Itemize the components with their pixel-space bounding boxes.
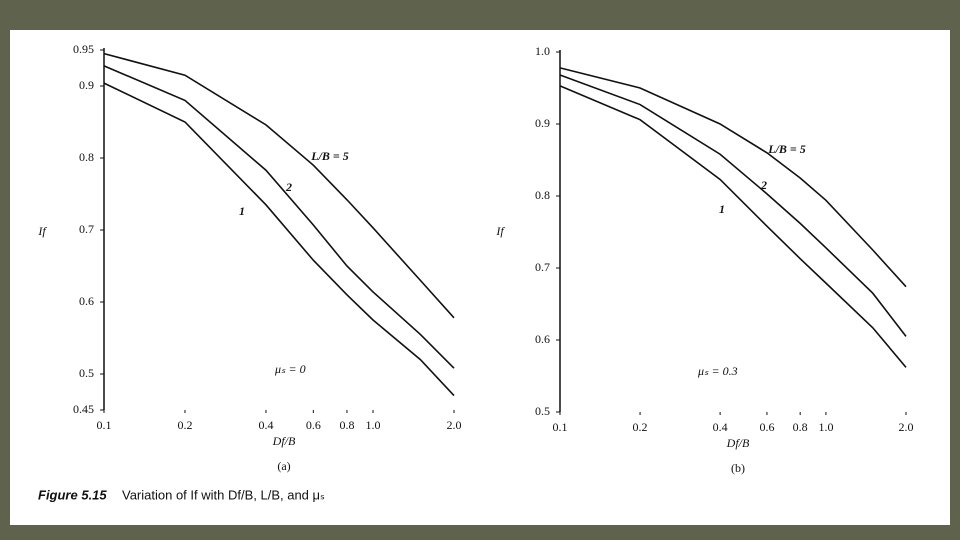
panel-label: (a) [277, 459, 290, 473]
x-tick-label: 0.8 [793, 420, 808, 434]
curve-label: 1 [239, 204, 245, 218]
y-tick-label: 0.8 [535, 188, 550, 202]
y-tick-label: 0.9 [79, 78, 94, 92]
y-tick-label: 0.95 [73, 42, 94, 56]
curve [103, 52, 455, 319]
y-axis-label: If [37, 224, 47, 238]
y-tick-label: 0.6 [535, 332, 550, 346]
x-tick-label: 0.2 [177, 418, 192, 432]
caption-text: Variation of If with Df/B, L/B, and μₛ [122, 487, 325, 502]
y-tick-label: 0.7 [535, 260, 550, 274]
x-axis-label: Df/B [272, 434, 296, 448]
x-tick-label: 2.0 [447, 418, 462, 432]
y-tick-label: 0.5 [535, 404, 550, 418]
panel-label: (b) [731, 461, 745, 475]
caption-label: Figure 5.15 [38, 487, 107, 502]
annotation: μₛ = 0 [274, 362, 306, 376]
y-tick-label: 0.7 [79, 222, 94, 236]
panel [10, 30, 950, 525]
x-tick-label: 1.0 [818, 420, 833, 434]
y-tick-label: 0.5 [79, 366, 94, 380]
x-tick-label: 0.1 [97, 418, 112, 432]
y-axis-label: If [495, 224, 505, 238]
curve [559, 67, 907, 288]
curve-label: L/B = 5 [767, 142, 806, 156]
x-tick-label: 0.1 [553, 420, 568, 434]
x-tick-label: 0.2 [633, 420, 648, 434]
curve [559, 74, 907, 337]
y-tick-label: 0.8 [79, 150, 94, 164]
x-tick-label: 0.4 [713, 420, 728, 434]
x-tick-label: 2.0 [899, 420, 914, 434]
curve [103, 82, 455, 397]
x-tick-label: 1.0 [366, 418, 381, 432]
x-tick-label: 0.4 [258, 418, 273, 432]
curve-label: 1 [719, 202, 725, 216]
curve [559, 85, 907, 368]
curve-label: 2 [760, 178, 767, 192]
y-tick-label: 0.9 [535, 116, 550, 130]
annotation: μₛ = 0.3 [697, 364, 738, 378]
curve-label: L/B = 5 [310, 149, 349, 163]
x-tick-label: 0.6 [759, 420, 774, 434]
x-tick-label: 0.6 [306, 418, 321, 432]
curve [103, 65, 455, 369]
y-tick-label: 1.0 [535, 44, 550, 58]
y-tick-label: 0.6 [79, 294, 94, 308]
y-tick-label: 0.45 [73, 402, 94, 416]
x-tick-label: 0.8 [339, 418, 354, 432]
curve-label: 2 [285, 180, 292, 194]
x-axis-label: Df/B [726, 436, 750, 450]
